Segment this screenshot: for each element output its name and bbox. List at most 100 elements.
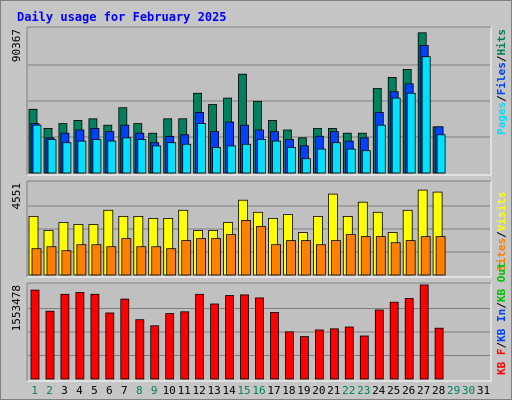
legend-text: Pages/Files/Hits — [495, 29, 508, 135]
bar — [436, 134, 446, 174]
bar — [62, 142, 72, 174]
panel-max-label: 1553478 — [10, 285, 23, 331]
day-label: 20 — [312, 384, 325, 397]
bar — [106, 246, 117, 276]
bar — [76, 244, 87, 276]
bar — [135, 319, 145, 380]
bar — [212, 147, 222, 174]
bar — [46, 246, 57, 276]
bar — [434, 327, 444, 380]
bar — [225, 295, 235, 380]
bar — [75, 292, 85, 380]
bar — [60, 293, 70, 380]
bar — [435, 236, 446, 276]
bar — [361, 150, 371, 174]
bar — [211, 238, 222, 276]
legend-entry: Visits — [495, 192, 508, 232]
bar — [30, 289, 40, 380]
series-pages — [32, 56, 446, 174]
bar — [90, 293, 100, 380]
day-label: 28 — [432, 384, 445, 397]
bar — [391, 97, 401, 174]
day-label: 13 — [207, 384, 220, 397]
bar — [182, 143, 192, 174]
bar — [420, 236, 431, 276]
day-label: 5 — [91, 384, 98, 397]
legend-entry: / — [495, 342, 508, 349]
day-label: 14 — [222, 384, 236, 397]
bar — [150, 325, 160, 380]
bar — [316, 148, 326, 174]
bar — [287, 147, 296, 174]
day-label: 6 — [106, 384, 113, 397]
chart-title: Daily usage for February 2025 — [17, 10, 227, 24]
bar — [105, 312, 115, 380]
bar — [226, 234, 237, 276]
bar — [197, 123, 207, 174]
day-label: 22 — [342, 384, 355, 397]
bar — [286, 240, 296, 276]
day-label: 16 — [252, 384, 265, 397]
bar — [47, 139, 57, 174]
bar — [120, 298, 130, 380]
day-label: 19 — [297, 384, 310, 397]
panel-visits: 4551 Sites/Visits — [10, 180, 508, 278]
bar — [419, 284, 429, 380]
bar — [346, 148, 356, 174]
day-label: 7 — [121, 384, 128, 397]
bar — [359, 335, 369, 380]
legend-entry: Files — [495, 62, 508, 95]
panel-max-label: 4551 — [10, 183, 23, 210]
bar — [196, 238, 207, 276]
bar — [330, 240, 341, 276]
day-label: 2 — [46, 384, 53, 397]
legend-entry: KB Out — [495, 262, 508, 302]
bar — [270, 311, 279, 380]
legend-text: KB F/KB In/KB Out — [495, 262, 508, 375]
day-label: 24 — [372, 384, 386, 397]
bar — [271, 244, 281, 276]
day-label: 4 — [76, 384, 83, 397]
bar — [404, 298, 414, 380]
bar — [375, 236, 386, 276]
bar — [255, 297, 264, 380]
day-label: 10 — [163, 384, 176, 397]
day-label: 12 — [192, 384, 205, 397]
day-label: 3 — [61, 384, 68, 397]
bar — [345, 234, 356, 276]
day-label: 9 — [151, 384, 158, 397]
bar — [272, 140, 281, 174]
series-kb-f — [30, 284, 444, 380]
bar — [122, 137, 132, 174]
legend-text: Sites/Visits — [495, 192, 508, 272]
bar — [210, 303, 220, 380]
day-label: 31 — [477, 384, 490, 397]
bar — [31, 248, 42, 276]
bar — [45, 310, 55, 380]
bar — [240, 294, 249, 380]
bar — [242, 143, 251, 174]
bar — [180, 311, 190, 380]
bar — [136, 246, 147, 276]
series-sites — [31, 219, 446, 276]
bar — [166, 248, 177, 276]
bar — [195, 293, 205, 380]
day-label: 1 — [31, 384, 38, 397]
day-label: 23 — [357, 384, 370, 397]
day-label: 17 — [267, 384, 280, 397]
legend-entry: Hits — [495, 29, 508, 56]
bar — [227, 145, 237, 174]
day-label: 29 — [447, 384, 460, 397]
bar — [167, 142, 177, 174]
bar — [285, 331, 294, 380]
bar — [331, 142, 341, 174]
day-axis: 1 2 3 4 5 6 7 8 9 10 11 12 13 14 15 16 17 18 19 20 21 22 23 24 2… — [31, 384, 490, 397]
bar — [165, 313, 175, 380]
bar — [329, 328, 339, 380]
legend-entry: KB F — [495, 349, 508, 376]
bar — [300, 240, 311, 276]
day-label: 18 — [282, 384, 295, 397]
bar — [299, 336, 309, 380]
